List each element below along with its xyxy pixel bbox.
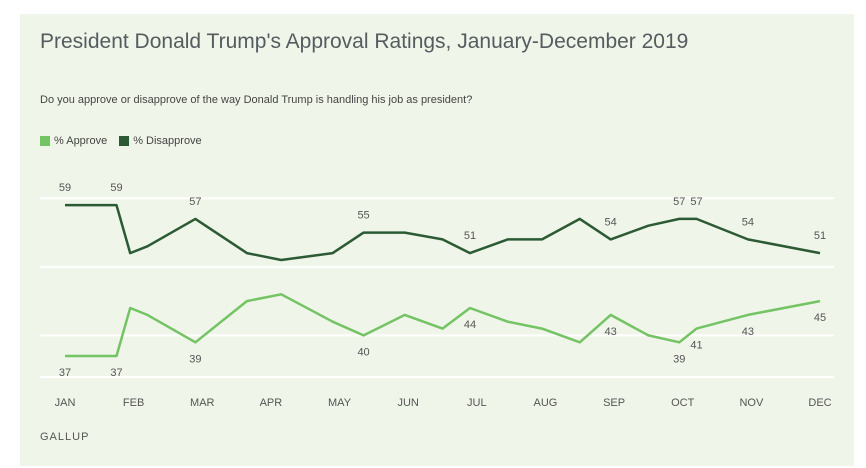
x-tick-label-nov: NOV: [739, 397, 764, 409]
x-tick-label-jun: JUN: [397, 397, 418, 409]
x-tick-label-sep: SEP: [603, 397, 625, 409]
legend-label-disapprove: % Disapprove: [133, 135, 202, 147]
x-tick-label-dec: DEC: [808, 397, 831, 409]
data-label-disapprove-7: 57: [690, 196, 702, 208]
x-tick-label-jan: JAN: [55, 397, 76, 409]
legend-swatch-disapprove: [119, 136, 130, 146]
data-label-approve-6: 39: [673, 353, 685, 365]
legend: % Approve % Disapprove: [40, 135, 214, 147]
data-label-approve-3: 40: [357, 346, 369, 358]
legend-item-approve: % Approve: [40, 135, 107, 147]
chart-card: President Donald Trump's Approval Rating…: [20, 14, 854, 466]
chart-title: President Donald Trump's Approval Rating…: [40, 30, 689, 53]
data-label-disapprove-1: 59: [110, 182, 122, 194]
x-tick-label-may: MAY: [328, 397, 352, 409]
data-label-approve-2: 39: [189, 353, 201, 365]
data-label-disapprove-5: 54: [605, 216, 617, 228]
source-label: GALLUP: [40, 431, 90, 443]
x-tick-label-aug: AUG: [534, 397, 558, 409]
x-tick-label-jul: JUL: [467, 397, 487, 409]
data-label-disapprove-8: 54: [742, 216, 754, 228]
legend-label-approve: % Approve: [54, 135, 108, 147]
data-label-disapprove-4: 51: [464, 230, 476, 242]
data-label-approve-4: 44: [464, 319, 476, 331]
data-label-disapprove-2: 57: [189, 196, 201, 208]
x-tick-label-feb: FEB: [123, 397, 144, 409]
data-label-disapprove-6: 57: [673, 196, 685, 208]
data-label-disapprove-3: 55: [357, 210, 369, 222]
data-label-disapprove-9: 51: [814, 230, 826, 242]
data-label-approve-5: 43: [605, 326, 617, 338]
data-label-approve-8: 43: [742, 326, 754, 338]
series-line-disapprove: [65, 203, 821, 262]
data-label-approve-9: 45: [814, 312, 826, 324]
data-label-approve-7: 41: [690, 340, 702, 352]
series-line-approve: [65, 293, 821, 358]
x-tick-label-apr: APR: [260, 397, 283, 409]
legend-swatch-approve: [40, 136, 50, 146]
legend-item-disapprove: % Disapprove: [119, 135, 202, 147]
x-tick-label-mar: MAR: [190, 397, 215, 409]
data-label-approve-0: 37: [59, 367, 71, 379]
line-chart: JAN FEB MAR APR MAY JUN JUL AUG SEP OCT NOV DEC 37 37…: [40, 182, 834, 409]
chart-subtitle: Do you approve or disapprove of the way …: [40, 94, 473, 106]
data-label-disapprove-0: 59: [59, 182, 71, 194]
data-label-approve-1: 37: [110, 367, 122, 379]
x-tick-label-oct: OCT: [671, 397, 695, 409]
